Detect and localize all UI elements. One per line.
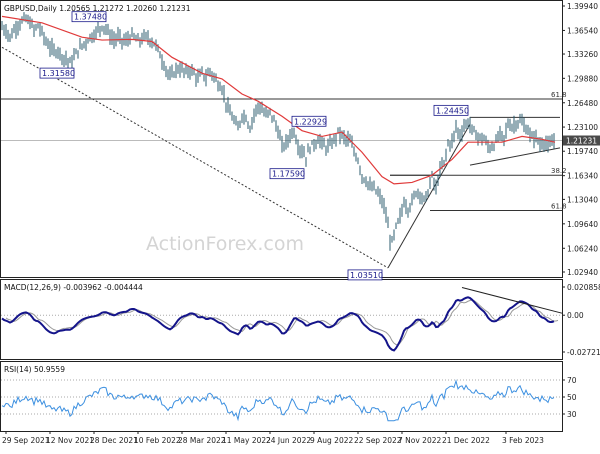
macd-signal-line: [5, 299, 559, 346]
price-y-tick: 1.39940: [567, 2, 598, 11]
macd-y-tick: 0.020858: [567, 283, 600, 292]
x-tick: 21 Dec 2022: [442, 436, 490, 445]
last-price-text: 1.21231: [566, 137, 597, 146]
rsi-y-tick: 50: [567, 393, 577, 402]
macd-y-tick: -0.027213: [567, 348, 600, 357]
rsi-y-tick: 70: [567, 376, 577, 385]
rsi-title: RSI(14) 50.9559: [4, 365, 65, 374]
macd-trendline: [461, 286, 563, 314]
price-y-tick: 1.16340: [567, 172, 598, 181]
ema-line: [1, 15, 556, 185]
price-y-tick: 1.19740: [567, 147, 598, 156]
fib-label: 61.8: [551, 202, 567, 210]
x-tick: 24 Jun 2022: [266, 436, 311, 445]
price-y-tick: 1.13040: [567, 195, 598, 204]
price-y-tick: 1.23100: [567, 123, 598, 132]
price-y-tick: 1.06240: [567, 244, 598, 253]
rsi-line: [1, 379, 555, 422]
price-y-tick: 1.26480: [567, 99, 598, 108]
rsi-y-tick: 30: [567, 410, 577, 419]
watermark: ActionForex.com: [146, 233, 304, 255]
price-label-box: [269, 168, 305, 180]
macd-layer: [1, 286, 563, 352]
price-label-text: 1.24450: [436, 106, 469, 115]
x-tick: 28 Dec 2021: [90, 436, 138, 445]
price-layer: 61.8 38.2 61.8 1.37480 1.31580 1.22929 1.17590…: [1, 11, 567, 281]
price-label-text: 1.17590: [272, 170, 305, 179]
axes-layer: 1.39940 1.36540 1.33260 1.29880 1.26480 1.231…: [2, 2, 600, 445]
rsi-layer: [1, 379, 562, 422]
x-tick: 10 Feb 2022: [134, 436, 181, 445]
x-tick: 11 May 2022: [222, 436, 271, 445]
macd-title: MACD(12,26,9) -0.003962 -0.004444: [4, 283, 143, 292]
price-y-tick: 1.09640: [567, 220, 598, 229]
price-label-text: 1.22929: [294, 117, 327, 126]
price-label-box: [71, 11, 107, 23]
x-tick: 3 Feb 2023: [502, 436, 544, 445]
price-label-box: [39, 67, 75, 79]
fib-label: 61.8: [551, 91, 567, 99]
price-y-tick: 1.33260: [567, 50, 598, 59]
price-label-box: [291, 115, 327, 127]
x-tick: 9 Aug 2022: [310, 436, 353, 445]
price-y-tick: 1.36540: [567, 26, 598, 35]
last-price-tag: [563, 135, 600, 146]
triangle-lower: [469, 147, 561, 166]
x-tick: 29 Sep 2021: [2, 436, 50, 445]
macd-line: [1, 296, 555, 352]
macd-panel-frame: [0, 279, 563, 360]
x-tick: 28 Mar 2022: [178, 436, 226, 445]
recovery-trendline: [387, 123, 471, 269]
price-label-box: [347, 269, 383, 281]
price-label-text: 1.03510: [350, 271, 383, 280]
price-y-tick: 1.02940: [567, 268, 598, 277]
x-tick: 22 Sep 2022: [354, 436, 402, 445]
x-tick: 12 Nov 2021: [46, 436, 94, 445]
price-y-tick: 1.29880: [567, 74, 598, 83]
price-label-text: 1.31580: [42, 69, 75, 78]
price-label-box: [433, 104, 469, 116]
x-tick: 7 Nov 2022: [398, 436, 441, 445]
price-title: GBPUSD,Daily 1.20565 1.21272 1.20260 1.2…: [4, 4, 191, 13]
price-panel-frame: [0, 0, 563, 278]
macd-y-tick: 0.00: [567, 311, 584, 320]
fib-label: 38.2: [551, 167, 567, 175]
price-label-text: 1.37480: [74, 13, 107, 22]
